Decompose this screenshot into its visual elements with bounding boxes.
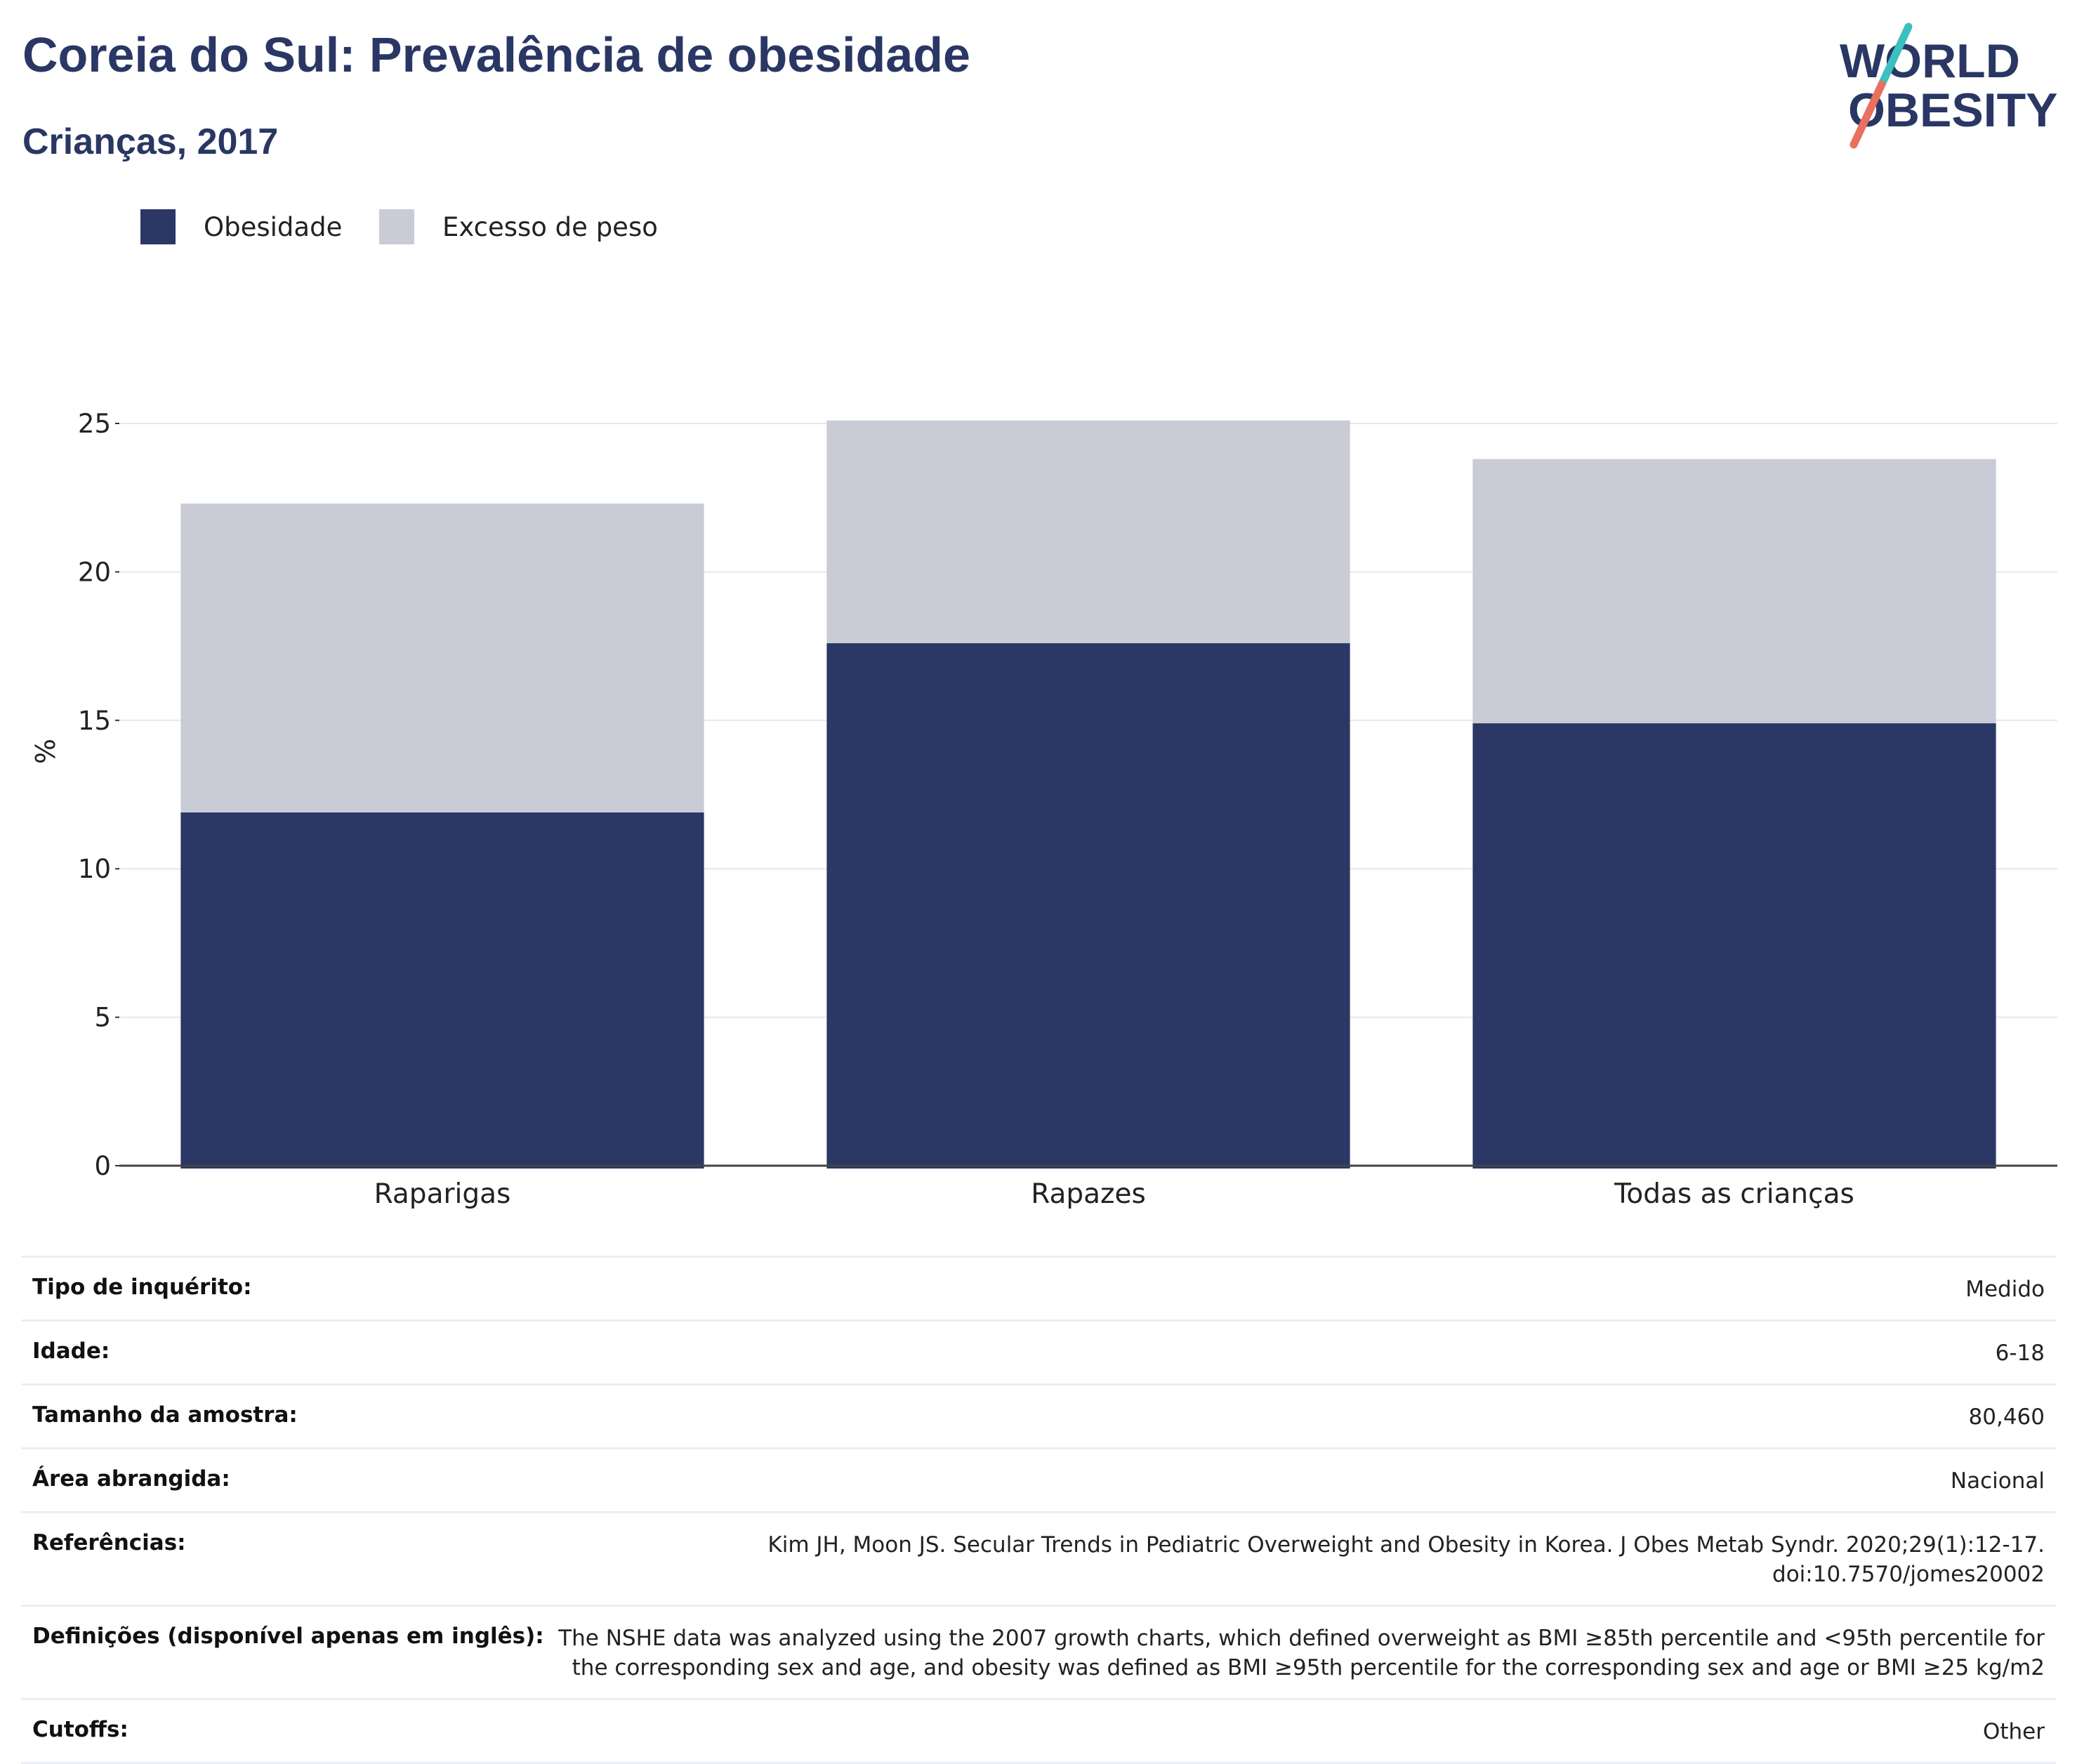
y-tick-label-5: 5 [94, 1003, 111, 1033]
details-value: Other [1982, 1719, 2045, 1744]
bar-chart: 0 5 10 15 20 25% Raparigas Rapazes Todas as cria… [30, 409, 2057, 1210]
details-key: Área abrangida: [32, 1466, 230, 1492]
bar-obesity-1 [826, 643, 1350, 1169]
details-row: Definições (disponível apenas em inglês)… [21, 1605, 2056, 1698]
details-value: The NSHE data was analyzed using the 200… [558, 1626, 2045, 1680]
details-row: Área abrangida: Nacional [21, 1447, 2056, 1511]
details-value: Kim JH, Moon JS. Secular Trends in Pedia… [767, 1532, 2045, 1587]
details-row: Tipo de inquérito: Medido [21, 1256, 2056, 1319]
legend-label-obesity: Obesidade [204, 211, 343, 242]
details-key: Tipo de inquérito: [32, 1275, 252, 1300]
chart-subtitle: Crianças, 2017 [22, 121, 279, 162]
y-axis-label: % [30, 739, 61, 764]
details-key: Referências: [32, 1530, 186, 1555]
x-tick-label-0: Raparigas [374, 1178, 511, 1210]
bar-overweight-0 [180, 503, 704, 812]
bar-overweight-2 [1472, 459, 1996, 724]
legend-swatch-overweight [379, 209, 414, 244]
details-row: Referências: Kim JH, Moon JS. Secular Tre… [21, 1511, 2056, 1605]
details-key: Cutoffs: [32, 1717, 128, 1742]
legend-label-overweight: Excesso de peso [442, 211, 658, 242]
bar-obesity-0 [180, 812, 704, 1169]
legend-item-overweight[interactable]: Excesso de peso [379, 209, 658, 244]
y-tick-label-20: 20 [78, 557, 111, 587]
bar-overweight-1 [826, 420, 1350, 643]
details-row: Tamanho da amostra: 80,460 [21, 1383, 2056, 1447]
details-key: Tamanho da amostra: [32, 1402, 298, 1428]
world-obesity-logo: WORLD OBESITY [1840, 22, 2058, 149]
bar-obesity-2 [1472, 723, 1996, 1169]
details-key: Idade: [32, 1338, 110, 1364]
details-value: 80,460 [1968, 1404, 2045, 1430]
details-value: Nacional [1950, 1468, 2045, 1494]
legend-item-obesity[interactable]: Obesidade [140, 209, 342, 244]
x-tick-label-2: Todas as crianças [1614, 1178, 1854, 1210]
y-tick-label-25: 25 [78, 409, 111, 439]
details-row: Cutoffs: Other [21, 1698, 2056, 1764]
details-row: Idade: 6-18 [21, 1319, 2056, 1383]
logo-accent-teal [1878, 22, 1913, 88]
details-key: Definições (disponível apenas em inglês)… [32, 1624, 544, 1649]
logo-text-world: WORLD [1840, 34, 2020, 88]
details-value: 6-18 [1995, 1341, 2045, 1366]
logo-accent-coral [1849, 80, 1886, 149]
y-tick-label-10: 10 [78, 854, 111, 884]
details-value: Medido [1965, 1277, 2045, 1302]
details-table: Tipo de inquérito: Medido Idade: 6-18 Tamanh… [21, 1256, 2056, 1764]
logo-text-obesity: OBESITY [1848, 84, 2058, 137]
x-tick-label-1: Rapazes [1031, 1178, 1146, 1210]
chart-title: Coreia do Sul: Prevalência de obesidade [22, 27, 970, 82]
legend-swatch-obesity [140, 209, 176, 244]
y-tick-label-15: 15 [78, 706, 111, 736]
y-tick-label-0: 0 [94, 1151, 111, 1181]
